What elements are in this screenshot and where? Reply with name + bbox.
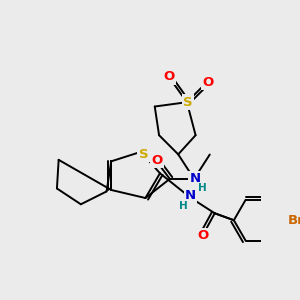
- Text: O: O: [163, 70, 174, 83]
- Text: H: H: [198, 183, 207, 193]
- Text: S: S: [139, 148, 148, 161]
- Text: H: H: [179, 201, 188, 211]
- Text: O: O: [197, 230, 208, 242]
- Text: Br: Br: [288, 214, 300, 227]
- Text: S: S: [183, 96, 193, 109]
- Text: O: O: [202, 76, 213, 89]
- Text: N: N: [189, 172, 200, 185]
- Text: O: O: [151, 154, 162, 167]
- Text: N: N: [185, 188, 196, 202]
